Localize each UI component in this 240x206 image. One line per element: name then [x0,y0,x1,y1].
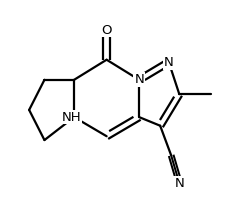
Text: O: O [101,23,112,37]
Text: N: N [164,56,174,69]
Text: N: N [134,73,144,86]
Text: NH: NH [62,111,82,124]
Text: N: N [174,177,184,190]
